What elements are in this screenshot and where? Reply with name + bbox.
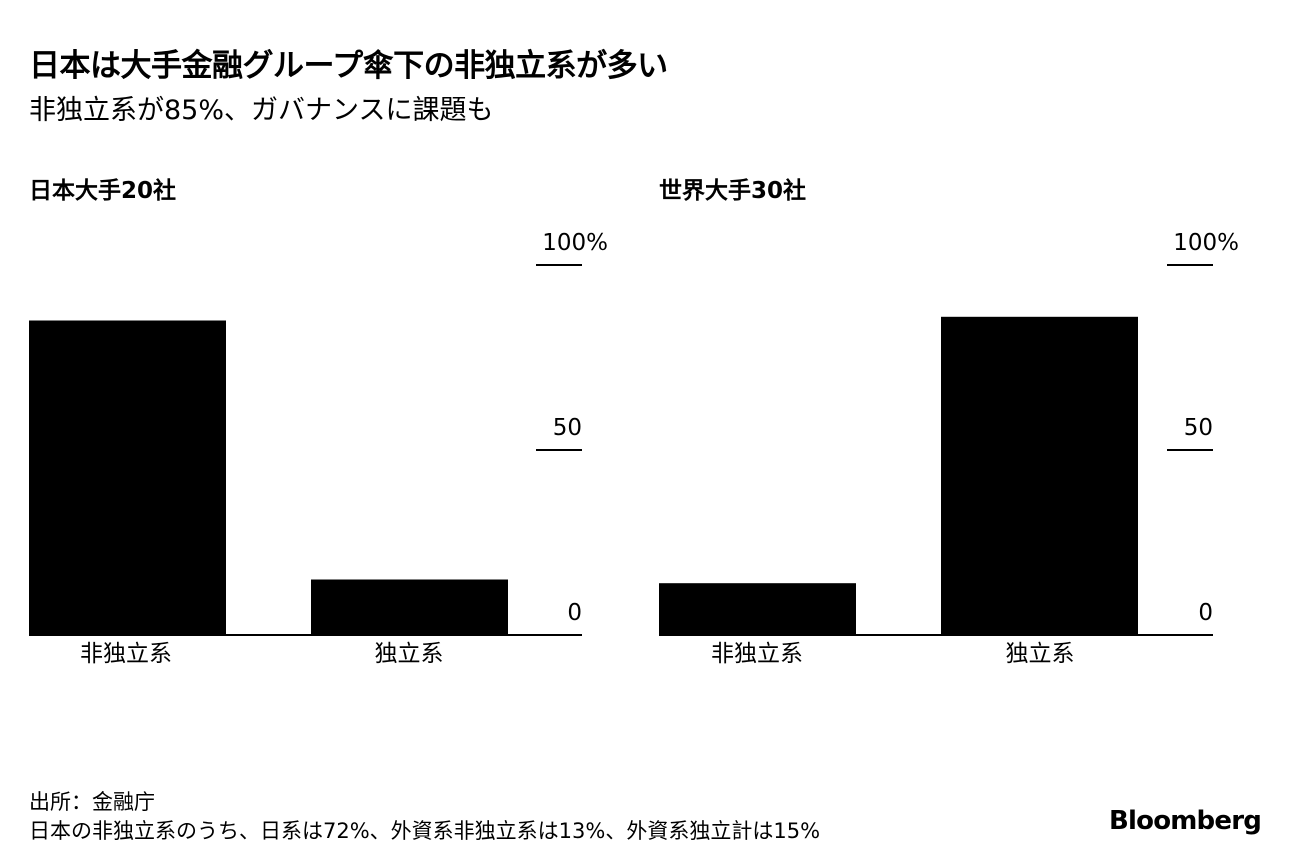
panel-title-japan: 日本大手20社 [29,178,177,204]
category-label-world-2: 独立系 [1006,641,1075,667]
ytick-label-japan-100: 100% [542,230,608,256]
panel-title-world: 世界大手30社 [659,178,807,204]
bloomberg-logo: Bloomberg [1109,806,1262,836]
bar-world-2 [941,316,1138,635]
footnote: 日本の非独立系のうち、日系は72%、外資系非独立系は13%、外資系独立計は15% [29,819,821,843]
ytick-label-world-50: 50 [1184,415,1213,441]
category-label-japan-2: 独立系 [375,641,444,667]
category-label-japan-1: 非独立系 [80,641,172,667]
chart-subtitle: 非独立系が85%、ガバナンスに課題も [29,95,494,126]
ytick-label-world-100: 100% [1173,230,1239,256]
category-label-world-1: 非独立系 [711,641,803,667]
ytick-label-world-0: 0 [1198,600,1213,626]
source-note: 出所：金融庁 [29,790,155,814]
bar-world-1 [659,583,856,635]
chart-title: 日本は大手金融グループ傘下の非独立系が多い [29,48,668,84]
bar-japan-2 [311,579,508,635]
ytick-label-japan-0: 0 [567,600,582,626]
bar-japan-1 [29,320,226,635]
ytick-label-japan-50: 50 [553,415,582,441]
